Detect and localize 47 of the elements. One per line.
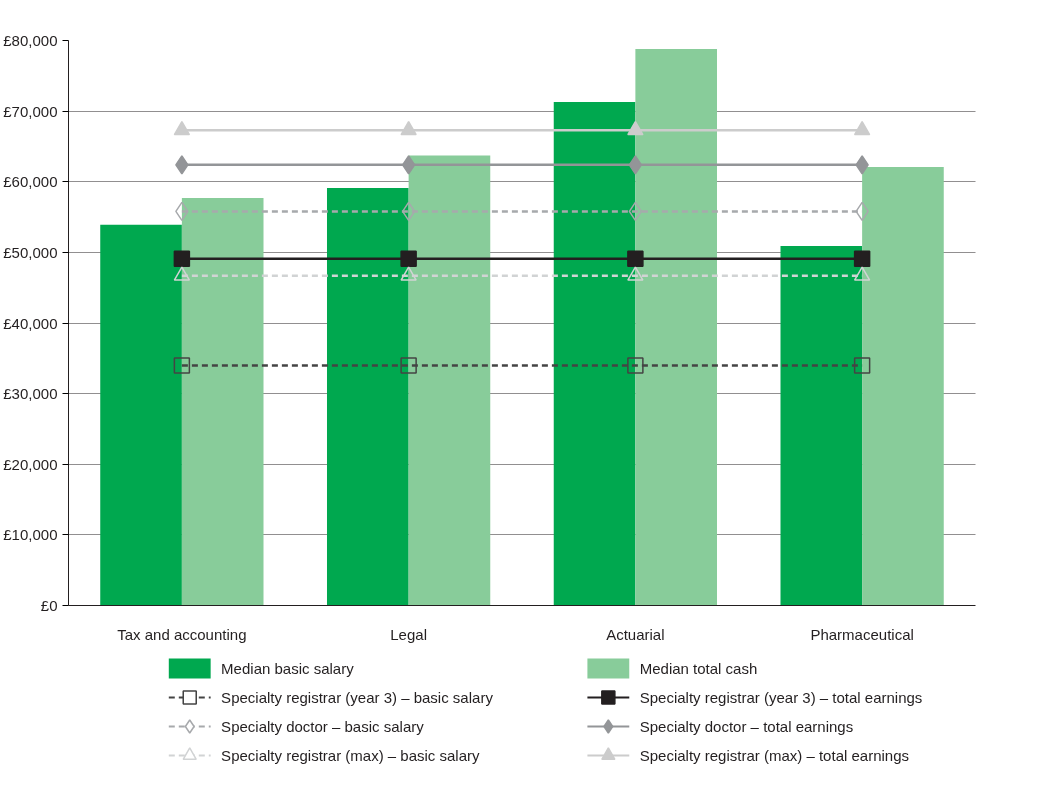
legend-label: Specialty registrar (max) – basic salary <box>221 747 481 764</box>
point <box>173 250 191 267</box>
point <box>627 357 644 374</box>
point <box>853 357 871 374</box>
bar <box>862 166 944 606</box>
x-tick-label: Legal <box>390 625 427 643</box>
legend-label: Median basic salary <box>221 660 355 677</box>
point <box>400 357 417 374</box>
y-tick-label: £60,000 <box>3 173 58 191</box>
point <box>627 120 644 136</box>
y-tick-label: £50,000 <box>3 243 58 261</box>
point <box>401 155 416 175</box>
y-tick-label: £0 <box>40 597 58 614</box>
point <box>853 250 871 267</box>
legend-label: Specialty doctor – basic salary <box>221 718 425 735</box>
y-tick-label: £40,000 <box>3 314 58 332</box>
point <box>855 155 869 175</box>
x-tick-label: Tax and accounting <box>117 625 247 643</box>
bar <box>408 155 491 606</box>
point <box>173 120 191 136</box>
point <box>175 155 189 175</box>
legend-label: Specialty registrar (max) – total earnings <box>639 747 910 764</box>
point <box>400 120 417 136</box>
y-tick-label: £10,000 <box>3 526 58 544</box>
x-tick-label: Pharmaceutical <box>810 625 914 643</box>
bar <box>181 197 264 606</box>
bar <box>553 101 636 606</box>
x-tick-label: Actuarial <box>606 625 665 643</box>
bar <box>780 246 863 606</box>
legend-label: Median total cash <box>639 660 758 677</box>
legend-label: Specialty doctor – total earnings <box>639 718 854 735</box>
point <box>853 120 871 136</box>
legend-label: Specialty registrar (year 3) – basic salary <box>221 689 494 706</box>
bar <box>100 224 182 606</box>
point <box>401 201 416 222</box>
y-tick-label: £80,000 <box>3 32 58 49</box>
legend-label: Specialty registrar (year 3) – total earnings <box>639 689 923 706</box>
bar <box>635 48 718 606</box>
y-tick-label: £30,000 <box>3 385 58 403</box>
point <box>628 201 643 222</box>
point <box>627 250 644 267</box>
y-tick-label: £20,000 <box>3 455 58 473</box>
bar <box>326 188 409 606</box>
point <box>628 155 643 175</box>
y-tick-label: £70,000 <box>3 102 58 120</box>
point <box>400 250 417 267</box>
point <box>173 357 191 374</box>
